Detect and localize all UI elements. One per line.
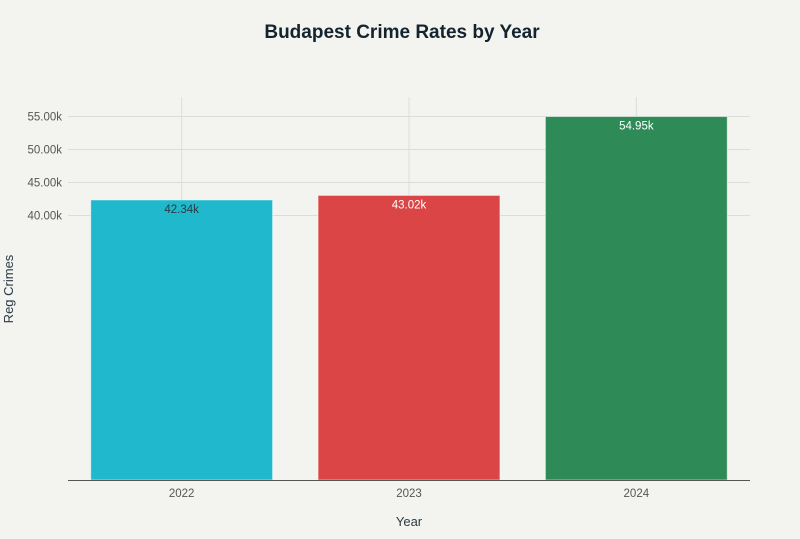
x-tick-label: 2023 xyxy=(396,488,422,500)
y-tick-label: 50.00k xyxy=(27,145,62,157)
chart-title: Budapest Crime Rates by Year xyxy=(264,22,540,43)
data-label-2022: 42.34k xyxy=(164,204,199,216)
bars: 42.34k 43.02k 54.95k xyxy=(90,116,728,481)
bar-2022 xyxy=(90,199,274,481)
bar-2024 xyxy=(544,116,728,481)
y-tick-label: 45.00k xyxy=(27,178,62,190)
x-tick-label: 2022 xyxy=(169,488,195,500)
data-label-2023: 43.02k xyxy=(392,199,427,211)
y-axis-label: Reg Crimes xyxy=(1,254,16,323)
bar-2023 xyxy=(317,194,501,481)
y-tick-label: 40.00k xyxy=(27,211,62,223)
x-tick-label: 2024 xyxy=(624,488,650,500)
y-axis-ticks: 40.00k 45.00k 50.00k 55.00k xyxy=(27,112,62,223)
y-tick-label: 55.00k xyxy=(27,112,62,124)
x-axis-ticks: 2022 2023 2024 xyxy=(169,488,650,500)
x-axis-label: Year xyxy=(396,514,423,529)
data-label-2024: 54.95k xyxy=(619,121,654,133)
